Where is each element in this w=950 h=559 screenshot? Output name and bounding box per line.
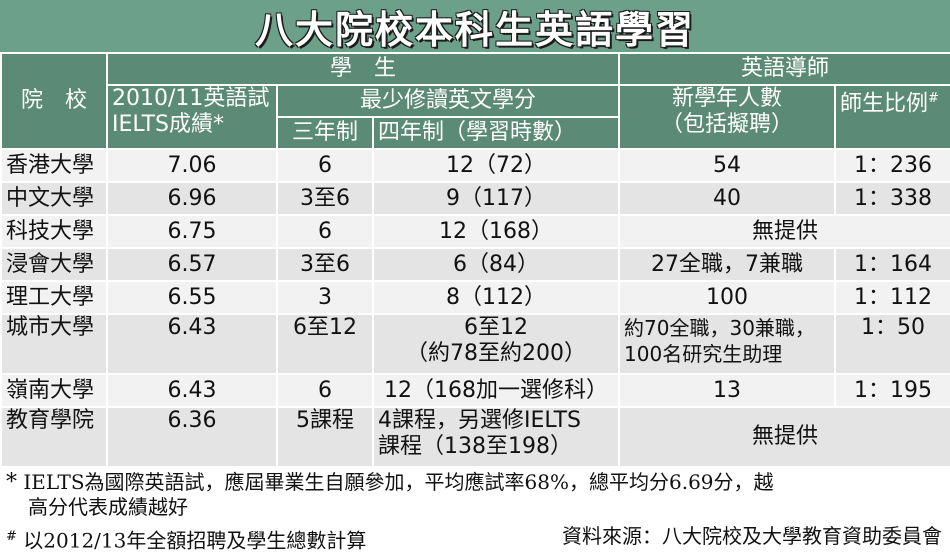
cell-three-year: 6 [276,373,374,408]
cell-new-staff: 100 [618,280,837,315]
header-students: 學 生 [105,52,621,86]
star-mark: * [6,470,17,495]
cell-four-year-line1: 6至12 [464,315,529,340]
cell-ielts: 7.06 [106,148,278,183]
cell-ielts: 6.36 [106,406,278,468]
cell-new-staff: 54 [618,148,837,183]
cell-three-year: 3至6 [276,247,374,282]
table-row: 教育學院 6.36 5課程 4課程，另選修IELTS 課程（138至198） 無… [0,406,950,468]
footnote-ratio-text: 以2012/13年全額招聘及學生總數計算 [23,528,367,553]
cell-school: 中文大學 [0,181,108,216]
footnotes: * IELTS為國際英語試，應屆畢業生自願參加，平均應試率68%，總平均分6.6… [0,466,950,559]
cell-ratio: 1：195 [834,373,950,408]
cell-three-year: 3 [276,280,374,315]
cell-four-year: 8（112） [371,280,621,315]
cell-not-provided: 無提供 [618,214,950,249]
table-row: 理工大學 6.55 3 8（112） 100 1：112 [0,280,950,315]
cell-four-year: 4課程，另選修IELTS 課程（138至198） [371,406,621,468]
header-row-2: 2010/11英語試 IELTS成績* 最少修讀英文學分 新學年人數 （包括擬聘… [1,84,950,150]
cell-three-year: 3至6 [276,181,374,216]
cell-new-staff-line1: 約70全職，30兼職， [624,316,815,340]
cell-new-staff: 13 [618,373,837,408]
table-row: 嶺南大學 6.43 6 12（168加一選修科） 13 1：195 [0,373,950,408]
header-row-1: 院 校 學 生 英語導師 [0,52,950,150]
header-ratio-mark: # [928,91,939,106]
header-ielts-line2: IELTS成績* [112,112,225,137]
cell-new-staff-line2: 100名研究生助理 [624,342,783,366]
table-row: 香港大學 7.06 6 12（72） 54 1：236 [0,148,950,183]
cell-new-staff: 27全職，7兼職 [618,247,837,282]
cell-three-year: 6 [276,214,374,249]
cell-four-year: 12（72） [371,148,621,183]
cell-ratio: 1：236 [834,148,950,183]
cell-school: 嶺南大學 [0,373,108,408]
cell-school: 教育學院 [0,406,108,468]
footnote-ratio: # 以2012/13年全額招聘及學生總數計算 [6,524,366,554]
cell-ratio: 1：112 [834,280,950,315]
cell-ielts: 6.75 [106,214,278,249]
cell-school: 理工大學 [0,280,108,315]
cell-four-year: 6（84） [371,247,621,282]
cell-ielts: 6.96 [106,181,278,216]
cell-ielts: 6.43 [106,313,278,375]
header-min-credits: 最少修讀英文學分 [275,84,621,118]
header-new-staff-line1: 新學年人數 [672,86,783,111]
header-ratio-label: 師生比例 [840,91,929,117]
table-row: 科技大學 6.75 6 12（168） 無提供 [0,214,950,249]
header-ielts: 2010/11英語試 IELTS成績* [106,84,278,150]
cell-new-staff: 40 [618,181,837,216]
header-school: 院 校 [0,52,108,150]
header-tutors: 英語導師 [618,52,950,86]
header-ratio: 師生比例# [834,84,950,150]
cell-school: 香港大學 [0,148,108,183]
cell-ratio: 1：164 [834,247,950,282]
footnote-ielts: * IELTS為國際英語試，應屆畢業生自願參加，平均應試率68%，總平均分6.6… [6,470,774,495]
header-four-year: 四年制（學習時數） [371,116,621,150]
footnote-ielts-line1: IELTS為國際英語試，應屆畢業生自願參加，平均應試率68%，總平均分6.69分… [23,470,774,494]
table-row: 中文大學 6.96 3至6 9（117） 40 1：338 [0,181,950,216]
cell-four-year-line2: 課程（138至198） [378,434,572,459]
cell-ielts: 6.57 [106,247,278,282]
header-ielts-line1: 2010/11英語試 [112,86,270,111]
cell-ielts: 6.43 [106,373,278,408]
cell-three-year: 6至12 [276,313,374,375]
cell-four-year-line1: 4課程，另選修IELTS [378,408,582,433]
data-table: 院 校 學 生 英語導師 2010/11英語試 IELTS成績* 最少修讀英文學… [0,52,950,468]
cell-four-year: 12（168） [371,214,621,249]
cell-ratio: 1：338 [834,181,950,216]
cell-ielts: 6.55 [106,280,278,315]
cell-four-year: 9（117） [371,181,621,216]
cell-four-year: 6至12 （約78至約200） [371,313,621,375]
footnote-ielts-line2: 高分代表成績越好 [28,495,188,519]
cell-new-staff: 約70全職，30兼職， 100名研究生助理 [618,313,837,375]
cell-school: 城市大學 [0,313,108,375]
cell-school: 浸會大學 [0,247,108,282]
cell-three-year: 6 [276,148,374,183]
cell-ratio: 1：50 [834,313,950,375]
hash-mark: # [6,529,17,544]
cell-not-provided: 無提供 [618,406,950,468]
header-three-year: 三年制 [276,116,374,150]
source-credit: 資料來源：八大院校及大學教育資助委員會 [562,524,942,548]
table-row: 城市大學 6.43 6至12 6至12 （約78至約200） 約70全職，30兼… [0,313,950,375]
header-new-staff: 新學年人數 （包括擬聘） [618,84,837,150]
header-row-3: 三年制 四年制（學習時數） [1,116,950,150]
table-row: 浸會大學 6.57 3至6 6（84） 27全職，7兼職 1：164 [0,247,950,282]
cell-school: 科技大學 [0,214,108,249]
cell-four-year-line2: （約78至約200） [406,341,587,366]
page-title: 八大院校本科生英語學習 [254,7,695,52]
cell-four-year: 12（168加一選修科） [371,373,621,408]
cell-three-year: 5課程 [276,406,374,468]
title-bar: 八大院校本科生英語學習 [0,0,950,52]
header-new-staff-line2: （包括擬聘） [661,112,794,137]
